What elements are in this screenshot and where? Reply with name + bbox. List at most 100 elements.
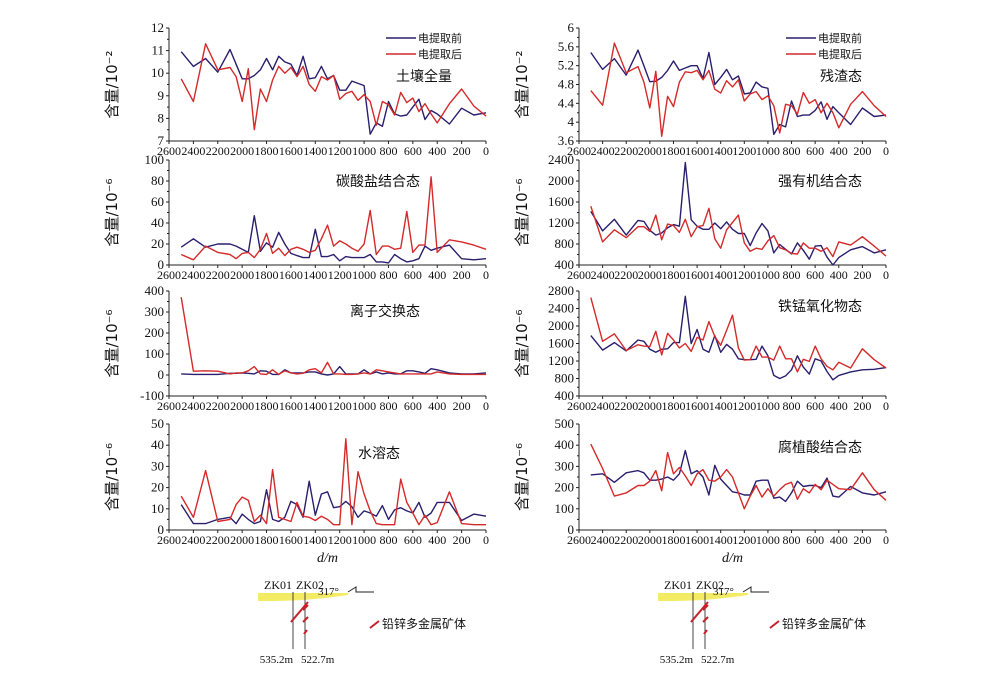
- series-line-before: [590, 49, 887, 136]
- depth-label: 522.7m: [301, 654, 335, 666]
- x-tick-label: 2000: [230, 144, 254, 158]
- y-tick-label: 400: [555, 388, 575, 403]
- y-axis-label: 含量/10⁻⁶: [513, 178, 531, 246]
- x-tick-label: 200: [453, 533, 471, 547]
- x-tick-label: 2600: [157, 268, 181, 282]
- y-tick-label: 6: [568, 20, 575, 35]
- x-tick-label: 600: [806, 268, 824, 282]
- x-tick-label: 2400: [181, 399, 205, 413]
- y-tick-label: 1200: [548, 215, 574, 230]
- x-tick-label: 1800: [661, 144, 685, 158]
- orebody: [302, 604, 309, 611]
- stratum-band: [658, 593, 748, 602]
- orebody-legend-label: 铅锌多金属矿体: [782, 616, 866, 631]
- x-tick-label: 1400: [709, 268, 733, 282]
- x-tick-label: 200: [853, 399, 871, 413]
- x-tick-label: 2400: [181, 268, 205, 282]
- y-tick-label: 9: [158, 88, 165, 103]
- x-tick-label: 1200: [328, 144, 352, 158]
- x-tick-label: 200: [853, 533, 871, 547]
- x-tick-label: 1200: [328, 533, 352, 547]
- series-line-after: [590, 443, 887, 510]
- x-axis-label: d/m: [317, 551, 338, 566]
- series-line-before: [180, 480, 487, 525]
- x-tick-label: 1600: [279, 533, 303, 547]
- x-tick-label: 800: [783, 144, 801, 158]
- x-tick-label: 2200: [206, 399, 230, 413]
- x-tick-label: 600: [806, 144, 824, 158]
- y-tick-label: 100: [145, 152, 165, 167]
- y-tick-label: 5.2: [558, 58, 574, 73]
- x-tick-label: 1800: [661, 399, 685, 413]
- x-tick-label: 800: [379, 144, 397, 158]
- x-tick-label: 2600: [567, 268, 591, 282]
- x-tick-label: 0: [483, 533, 489, 547]
- x-tick-label: 1000: [352, 144, 376, 158]
- y-tick-label: 20: [151, 480, 164, 495]
- y-tick-label: 4: [568, 114, 575, 129]
- y-axis-label: 含量/10⁻⁶: [103, 309, 121, 377]
- x-tick-label: 2000: [230, 533, 254, 547]
- legend-label-before: 电提取前: [818, 31, 862, 45]
- y-tick-label: 400: [145, 283, 165, 298]
- y-axis-label: 含量/10⁻²: [103, 50, 121, 118]
- series-line-after: [590, 42, 887, 138]
- orebody: [702, 616, 709, 623]
- y-tick-label: 1600: [548, 336, 574, 351]
- x-tick-label: 200: [853, 268, 871, 282]
- y-tick-label: 400: [555, 257, 575, 272]
- y-tick-label: 80: [151, 173, 164, 188]
- x-tick-label: 200: [453, 268, 471, 282]
- x-tick-label: 600: [404, 399, 422, 413]
- chart-title: 强有机结合态: [778, 174, 862, 190]
- borehole-label: ZK01: [664, 578, 692, 592]
- orebody-legend-swatch: [769, 620, 780, 629]
- orebody-legend-label: 铅锌多金属矿体: [382, 616, 466, 631]
- x-tick-label: 2400: [181, 144, 205, 158]
- y-tick-label: 0: [158, 522, 165, 537]
- y-tick-label: 800: [555, 371, 575, 386]
- x-tick-label: 600: [806, 399, 824, 413]
- x-tick-label: 2400: [591, 268, 615, 282]
- x-tick-label: 2600: [157, 144, 181, 158]
- x-tick-label: 400: [830, 268, 848, 282]
- x-tick-label: 1200: [328, 399, 352, 413]
- legend-label-after: 电提取后: [418, 48, 462, 61]
- orebody: [703, 629, 708, 635]
- legend-label-before: 电提取前: [418, 31, 462, 45]
- x-tick-label: 2200: [614, 144, 638, 158]
- x-tick-label: 800: [379, 399, 397, 413]
- x-tick-label: 2000: [230, 268, 254, 282]
- x-tick-label: 2200: [206, 268, 230, 282]
- x-tick-label: 1000: [352, 533, 376, 547]
- x-tick-label: 800: [379, 533, 397, 547]
- chart-title: 残渣态: [820, 69, 862, 85]
- y-axis-label: 含量/10⁻⁶: [103, 178, 121, 246]
- x-tick-label: 1800: [661, 533, 685, 547]
- x-tick-label: 1200: [732, 144, 756, 158]
- x-tick-label: 1600: [685, 268, 709, 282]
- y-tick-label: 2000: [548, 318, 574, 333]
- series-line-after: [180, 176, 487, 261]
- y-axis-label: 含量/10⁻²: [513, 50, 531, 118]
- x-tick-label: 1400: [709, 144, 733, 158]
- x-tick-label: 2000: [638, 399, 662, 413]
- x-tick-label: 1400: [303, 144, 327, 158]
- y-tick-label: 1200: [548, 353, 574, 368]
- x-tick-label: 400: [830, 399, 848, 413]
- y-tick-label: 20: [151, 236, 164, 251]
- x-tick-label: 1200: [732, 399, 756, 413]
- series-line-after: [590, 297, 887, 373]
- x-tick-label: 1000: [352, 399, 376, 413]
- x-tick-label: 800: [783, 399, 801, 413]
- x-tick-label: 800: [783, 268, 801, 282]
- y-tick-label: 10: [151, 501, 164, 516]
- depth-label: 522.7m: [701, 654, 735, 666]
- x-tick-label: 2200: [614, 399, 638, 413]
- chart-title: 离子交换态: [350, 303, 420, 320]
